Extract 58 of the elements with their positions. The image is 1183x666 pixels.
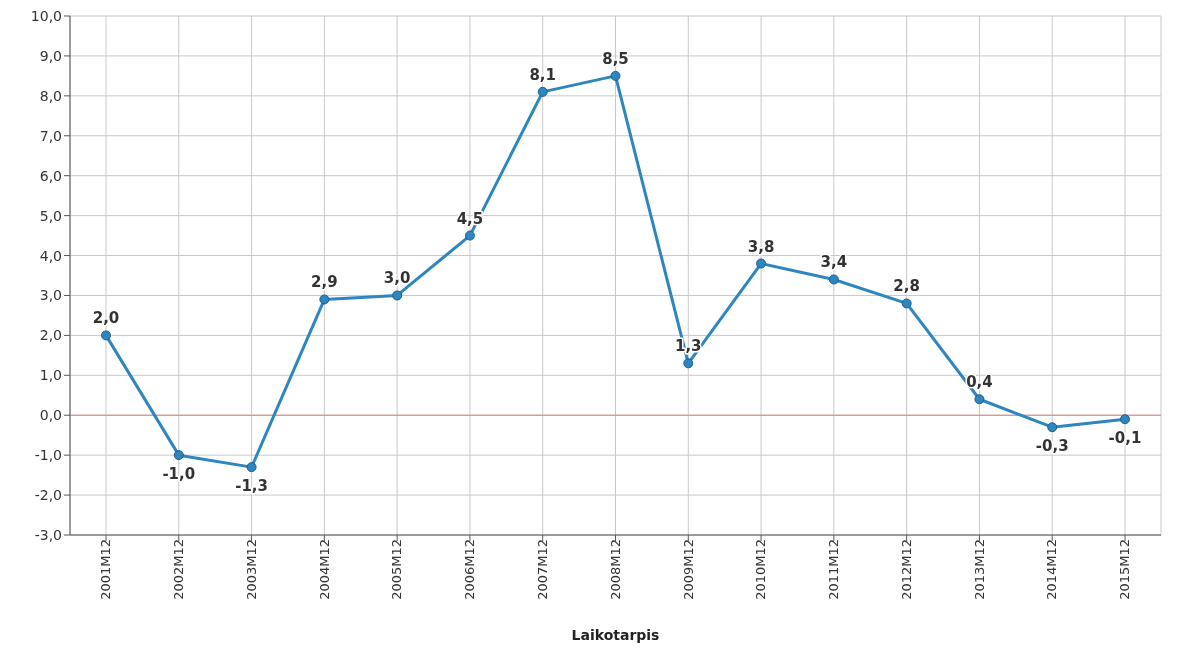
y-tick-label: 2,0: [39, 327, 62, 344]
y-tick-label: -1,0: [34, 447, 62, 464]
x-tick-label: 2008M12: [607, 539, 623, 600]
data-label: -1,3: [235, 477, 268, 496]
x-tick-label: 2013M12: [971, 539, 987, 600]
x-tick-label: 2006M12: [462, 539, 478, 600]
y-tick-label: 1,0: [39, 367, 62, 384]
x-tick-label: 2005M12: [389, 539, 405, 600]
point: [392, 290, 403, 301]
point: [756, 258, 767, 269]
data-label: 2,0: [92, 309, 120, 328]
y-tick-label: 4,0: [39, 247, 62, 264]
y-tick-label: -2,0: [34, 487, 62, 504]
y-tick-label: -3,0: [34, 526, 62, 543]
x-tick-label: 2004M12: [316, 539, 332, 600]
y-tick-label: 10,0: [30, 7, 62, 24]
x-tick-label: 2010M12: [753, 539, 769, 600]
x-tick-label: 2014M12: [1044, 539, 1060, 600]
y-tick-label: 7,0: [39, 127, 62, 144]
point: [173, 450, 184, 461]
point: [683, 358, 694, 369]
y-tick-label: 0,0: [39, 407, 62, 424]
data-label: 0,4: [966, 373, 993, 392]
point: [828, 274, 839, 285]
data-label: 2,9: [311, 273, 338, 292]
x-tick-label: 2009M12: [680, 539, 696, 600]
point: [319, 294, 330, 305]
x-tick-label: 2001M12: [98, 539, 114, 600]
y-tick-label: 5,0: [39, 207, 62, 224]
point: [1120, 414, 1130, 425]
x-tick-label: 2007M12: [534, 539, 550, 600]
y-tick-label: 3,0: [39, 287, 62, 304]
point: [901, 298, 912, 309]
y-tick-label: 8,0: [39, 87, 62, 104]
point: [537, 86, 548, 97]
data-label: -0,1: [1108, 429, 1142, 448]
x-axis-title: Laikotarpis: [571, 627, 660, 643]
point: [974, 394, 985, 405]
x-tick-label: 2015M12: [1117, 539, 1133, 600]
data-label: -0,3: [1035, 437, 1069, 456]
x-tick-label: 2002M12: [171, 539, 187, 600]
data-label: -1,0: [162, 465, 196, 484]
x-tick-label: 2011M12: [826, 539, 842, 600]
y-tick-label: 9,0: [39, 47, 62, 64]
data-label: 8,1: [529, 65, 556, 84]
data-label: 8,5: [602, 49, 629, 68]
data-label: 2,8: [893, 277, 920, 296]
y-tick-label: 6,0: [39, 167, 62, 184]
point: [246, 462, 257, 473]
x-tick-label: 2012M12: [898, 539, 914, 600]
data-label: 3,8: [747, 237, 775, 256]
point: [610, 70, 621, 81]
data-label: 3,4: [820, 253, 848, 272]
point: [1047, 422, 1058, 433]
data-label: 3,0: [383, 269, 411, 288]
point: [101, 330, 111, 341]
point: [464, 230, 475, 241]
x-tick-label: 2003M12: [243, 539, 259, 600]
